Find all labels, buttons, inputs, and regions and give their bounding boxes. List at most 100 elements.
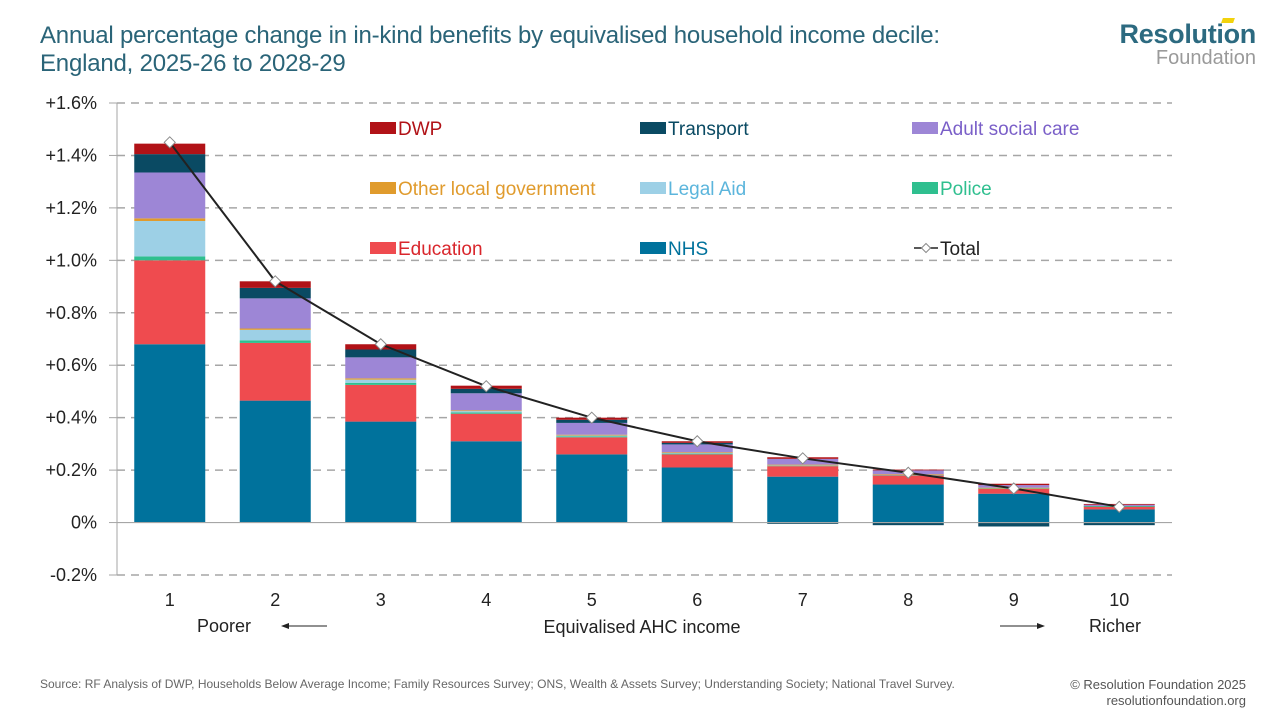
- bar-segment-police: [556, 436, 628, 438]
- x-tick-label: 4: [481, 590, 491, 610]
- legend-swatch-icon: [640, 122, 666, 134]
- y-tick-label: -0.2%: [50, 565, 97, 585]
- bar-segment-other-local-government: [239, 328, 311, 330]
- bar-segment-adult-social-care: [661, 444, 733, 453]
- bar-segment-adult-social-care: [239, 298, 311, 329]
- bar-segment-nhs: [978, 493, 1050, 523]
- bar-segment-legal-aid: [239, 329, 311, 341]
- x-tick-label: 1: [165, 590, 175, 610]
- x-axis: 1 2 3 4 5 6 7 8 9 10 Equivalised AHC income Poorer R…: [117, 521, 1172, 637]
- bar-segment-education: [134, 260, 206, 345]
- bar-segment-dwp: [134, 143, 206, 155]
- legend-item-dwp: DWP: [370, 119, 442, 140]
- y-tick-label: +0.6%: [45, 355, 97, 375]
- bar-segment-nhs: [1083, 509, 1155, 523]
- total-marker: [585, 411, 598, 424]
- total-marker: [1113, 500, 1126, 514]
- title-line-2: England, 2025-26 to 2028-29: [40, 50, 346, 77]
- legend-swatch-icon: [370, 182, 396, 194]
- bar-group: [767, 457, 839, 524]
- x-tick-label: 5: [587, 590, 597, 610]
- bar-segment-adult-social-care: [345, 357, 417, 379]
- legend-item-other-local-government: Other local government: [370, 179, 596, 200]
- total-marker: [796, 452, 809, 465]
- y-tick-label: +1.0%: [45, 250, 97, 270]
- footer-website: resolutionfoundation.org: [1106, 693, 1247, 708]
- legend-item-total: Total: [914, 239, 980, 260]
- bar-segment-nhs: [345, 421, 417, 523]
- left-arrowhead-icon: [281, 623, 289, 629]
- legend-swatch-icon: [912, 122, 938, 134]
- y-axis: -0.2% 0% +0.2% +0.4% +0.6% +0.8% +1.0% +1.2% +1.…: [45, 93, 118, 585]
- total-line: [163, 136, 1126, 514]
- x-tick-label: 2: [270, 590, 280, 610]
- title-line-1: Annual percentage change in in-kind bene…: [40, 22, 940, 49]
- legend-swatch-icon: [640, 242, 666, 254]
- bar-segment-adult-social-care: [450, 393, 522, 411]
- bar-group: [556, 417, 628, 523]
- legend-swatch-icon: [912, 182, 938, 194]
- bar-segment-other-local-government: [450, 410, 522, 412]
- y-tick-label: +1.6%: [45, 93, 97, 113]
- bar-segment-education: [767, 466, 839, 477]
- bar-segment-nhs: [556, 454, 628, 523]
- bar-segment-nhs: [239, 400, 311, 523]
- legend-swatch-icon: [640, 182, 666, 194]
- bar-segment-legal-aid: [661, 452, 733, 454]
- x-tick-label: 8: [903, 590, 913, 610]
- x-tick-label: 3: [376, 590, 386, 610]
- bar-segment-education: [661, 454, 733, 468]
- total-legend-marker-icon: [920, 242, 932, 254]
- bar-segment-education: [556, 437, 628, 455]
- bar-segment-legal-aid: [767, 465, 839, 466]
- richer-annotation: Richer: [1089, 616, 1141, 636]
- bar-segment-other-local-government: [661, 452, 733, 454]
- resolution-foundation-logo: Resolution Foundation: [1119, 18, 1257, 69]
- legend-label: Other local government: [398, 179, 596, 200]
- bar-group: [134, 143, 206, 523]
- logo-bottom-text: Foundation: [1155, 47, 1256, 69]
- y-tick-label: +0.8%: [45, 303, 97, 323]
- bar-segment-transport: [978, 522, 1050, 527]
- bar-segment-other-local-government: [767, 464, 839, 466]
- bar-segment-police: [661, 453, 733, 455]
- bar-segment-other-local-government: [134, 218, 206, 221]
- legend-item-transport: Transport: [640, 119, 749, 140]
- bar-group: [450, 385, 522, 523]
- total-marker: [902, 466, 915, 479]
- x-tick-label: 9: [1009, 590, 1019, 610]
- bar-segment-education: [872, 475, 944, 485]
- legend-swatch-icon: [370, 122, 396, 134]
- total-marker: [374, 338, 387, 351]
- bar-segment-legal-aid: [556, 435, 628, 437]
- x-tick-label: 7: [798, 590, 808, 610]
- x-axis-title: Equivalised AHC income: [543, 617, 740, 637]
- bar-segment-nhs: [767, 476, 839, 523]
- legend-swatch-icon: [370, 242, 396, 254]
- bar-segment-education: [450, 413, 522, 442]
- total-marker: [1007, 482, 1020, 495]
- legend-label: Total: [940, 239, 980, 260]
- bar-segment-nhs: [450, 441, 522, 523]
- bar-group: [239, 281, 311, 523]
- logo-top-text: Resolution: [1119, 19, 1257, 49]
- bar-segment-other-local-government: [556, 434, 628, 436]
- total-series-line: [168, 141, 1120, 508]
- bar-segment-education: [345, 384, 417, 422]
- footer-credits: © Resolution Foundation 2025 resolutionf…: [1070, 677, 1246, 709]
- total-marker: [691, 435, 704, 448]
- legend-label: Police: [940, 179, 992, 200]
- bars: [134, 143, 1155, 527]
- total-marker: [269, 275, 282, 288]
- bar-segment-education: [239, 342, 311, 401]
- y-tick-label: 0%: [71, 513, 97, 533]
- footer-copyright: © Resolution Foundation 2025: [1070, 677, 1246, 692]
- poorer-annotation: Poorer: [197, 616, 251, 636]
- right-arrowhead-icon: [1037, 623, 1045, 629]
- bar-segment-legal-aid: [345, 379, 417, 383]
- legend-label: NHS: [668, 239, 708, 260]
- y-tick-label: +0.4%: [45, 408, 97, 428]
- bar-segment-transport: [239, 287, 311, 299]
- y-tick-label: +0.2%: [45, 460, 97, 480]
